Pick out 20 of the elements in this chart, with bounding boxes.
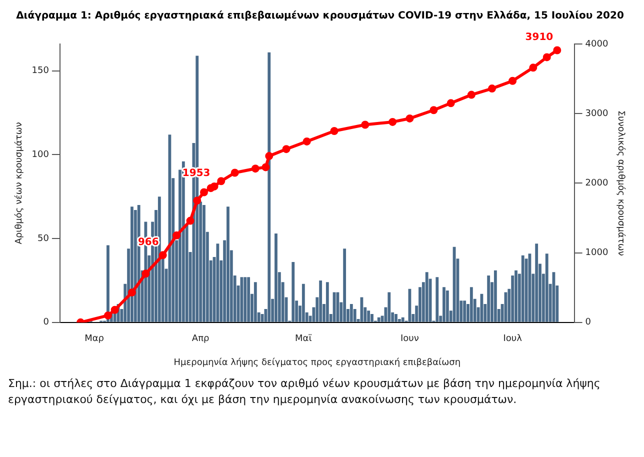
y-axis-title: Αριθμός νέων κρουσμάτων [14, 122, 25, 244]
y-tick-label: 100 [32, 150, 50, 160]
y2-tick-label: 3000 [585, 108, 608, 119]
x-tick-label: Ιουν [400, 334, 419, 344]
x-tick-label: Απρ [192, 334, 210, 344]
x-tick-label: Μαϊ [295, 334, 312, 344]
text: Σημ.: οι στήλες στο Διάγραμμα 1 εκφράζουν τον αριθμό νέων κρουσμάτων με βάση την ημερομηνία λήψης εργαστηριακού δείγματος, και όχι με βάση την ημερομηνία ανακοίνωσης των κρουσμάτων. [8, 376, 602, 408]
data-label: 3910 [525, 32, 554, 43]
x-tick-label: Ιουλ [503, 334, 523, 344]
y-tick-label: 50 [38, 234, 50, 244]
y2-tick-label: 1000 [585, 248, 608, 258]
y-tick-label: 0 [43, 318, 50, 328]
y2-axis-title: Συνολικός αριθμός κρουσμάτων [615, 110, 626, 256]
x-axis-title: Ημερομηνία λήψης δείγματος προς εργαστηριακή επιβεβαίωση [174, 356, 461, 368]
chart-title: Διάγραμμα 1: Αριθμός εργαστηριακά επιβεβαιωμένων κρουσμάτων COVID-19 στην Ελλάδα, 15 Ιουλίου 2020 [16, 10, 624, 22]
y-tick-label: 150 [32, 66, 50, 76]
y2-tick-label: 2000 [585, 178, 608, 189]
x-tick-label: Μαρ [84, 334, 104, 344]
y2-tick-label: 0 [585, 318, 592, 328]
y2-tick-label: 4000 [585, 39, 608, 50]
